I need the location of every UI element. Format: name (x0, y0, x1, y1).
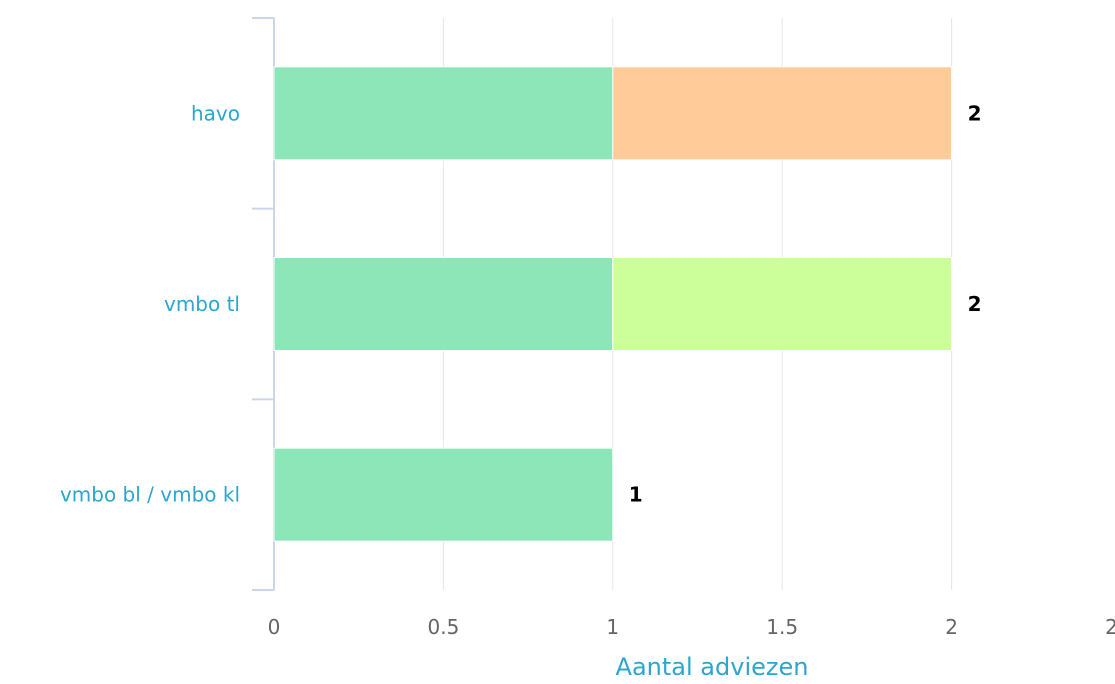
data-labels: 2 2 1 (629, 101, 982, 506)
data-label: 2 (968, 292, 982, 316)
data-label: 1 (629, 483, 643, 507)
tick-labels: 0 0.5 1 1.5 2 2.5 (268, 615, 1115, 639)
x-tick-label: 1.5 (766, 615, 798, 639)
x-tick-label: 0 (268, 615, 281, 639)
bar-segment (273, 447, 614, 542)
x-tick-label: 1 (606, 615, 619, 639)
x-tick-label: 2 (945, 615, 958, 639)
bar-segment (612, 66, 953, 161)
x-tick-label: 2.5 (1105, 615, 1115, 639)
bar-segment (612, 257, 953, 351)
bar-segment (273, 257, 614, 351)
x-axis-title: Aantal adviezen (616, 653, 809, 681)
category-axis (252, 17, 275, 591)
category-label: vmbo tl (164, 292, 240, 316)
bars (273, 66, 953, 542)
category-label: havo (191, 101, 240, 125)
x-tick-label: 0.5 (427, 615, 459, 639)
category-labels: havo vmbo tl vmbo bl / vmbo kl (60, 101, 240, 506)
data-label: 2 (968, 101, 982, 125)
category-label: vmbo bl / vmbo kl (60, 483, 240, 507)
bar-segment (273, 66, 614, 161)
